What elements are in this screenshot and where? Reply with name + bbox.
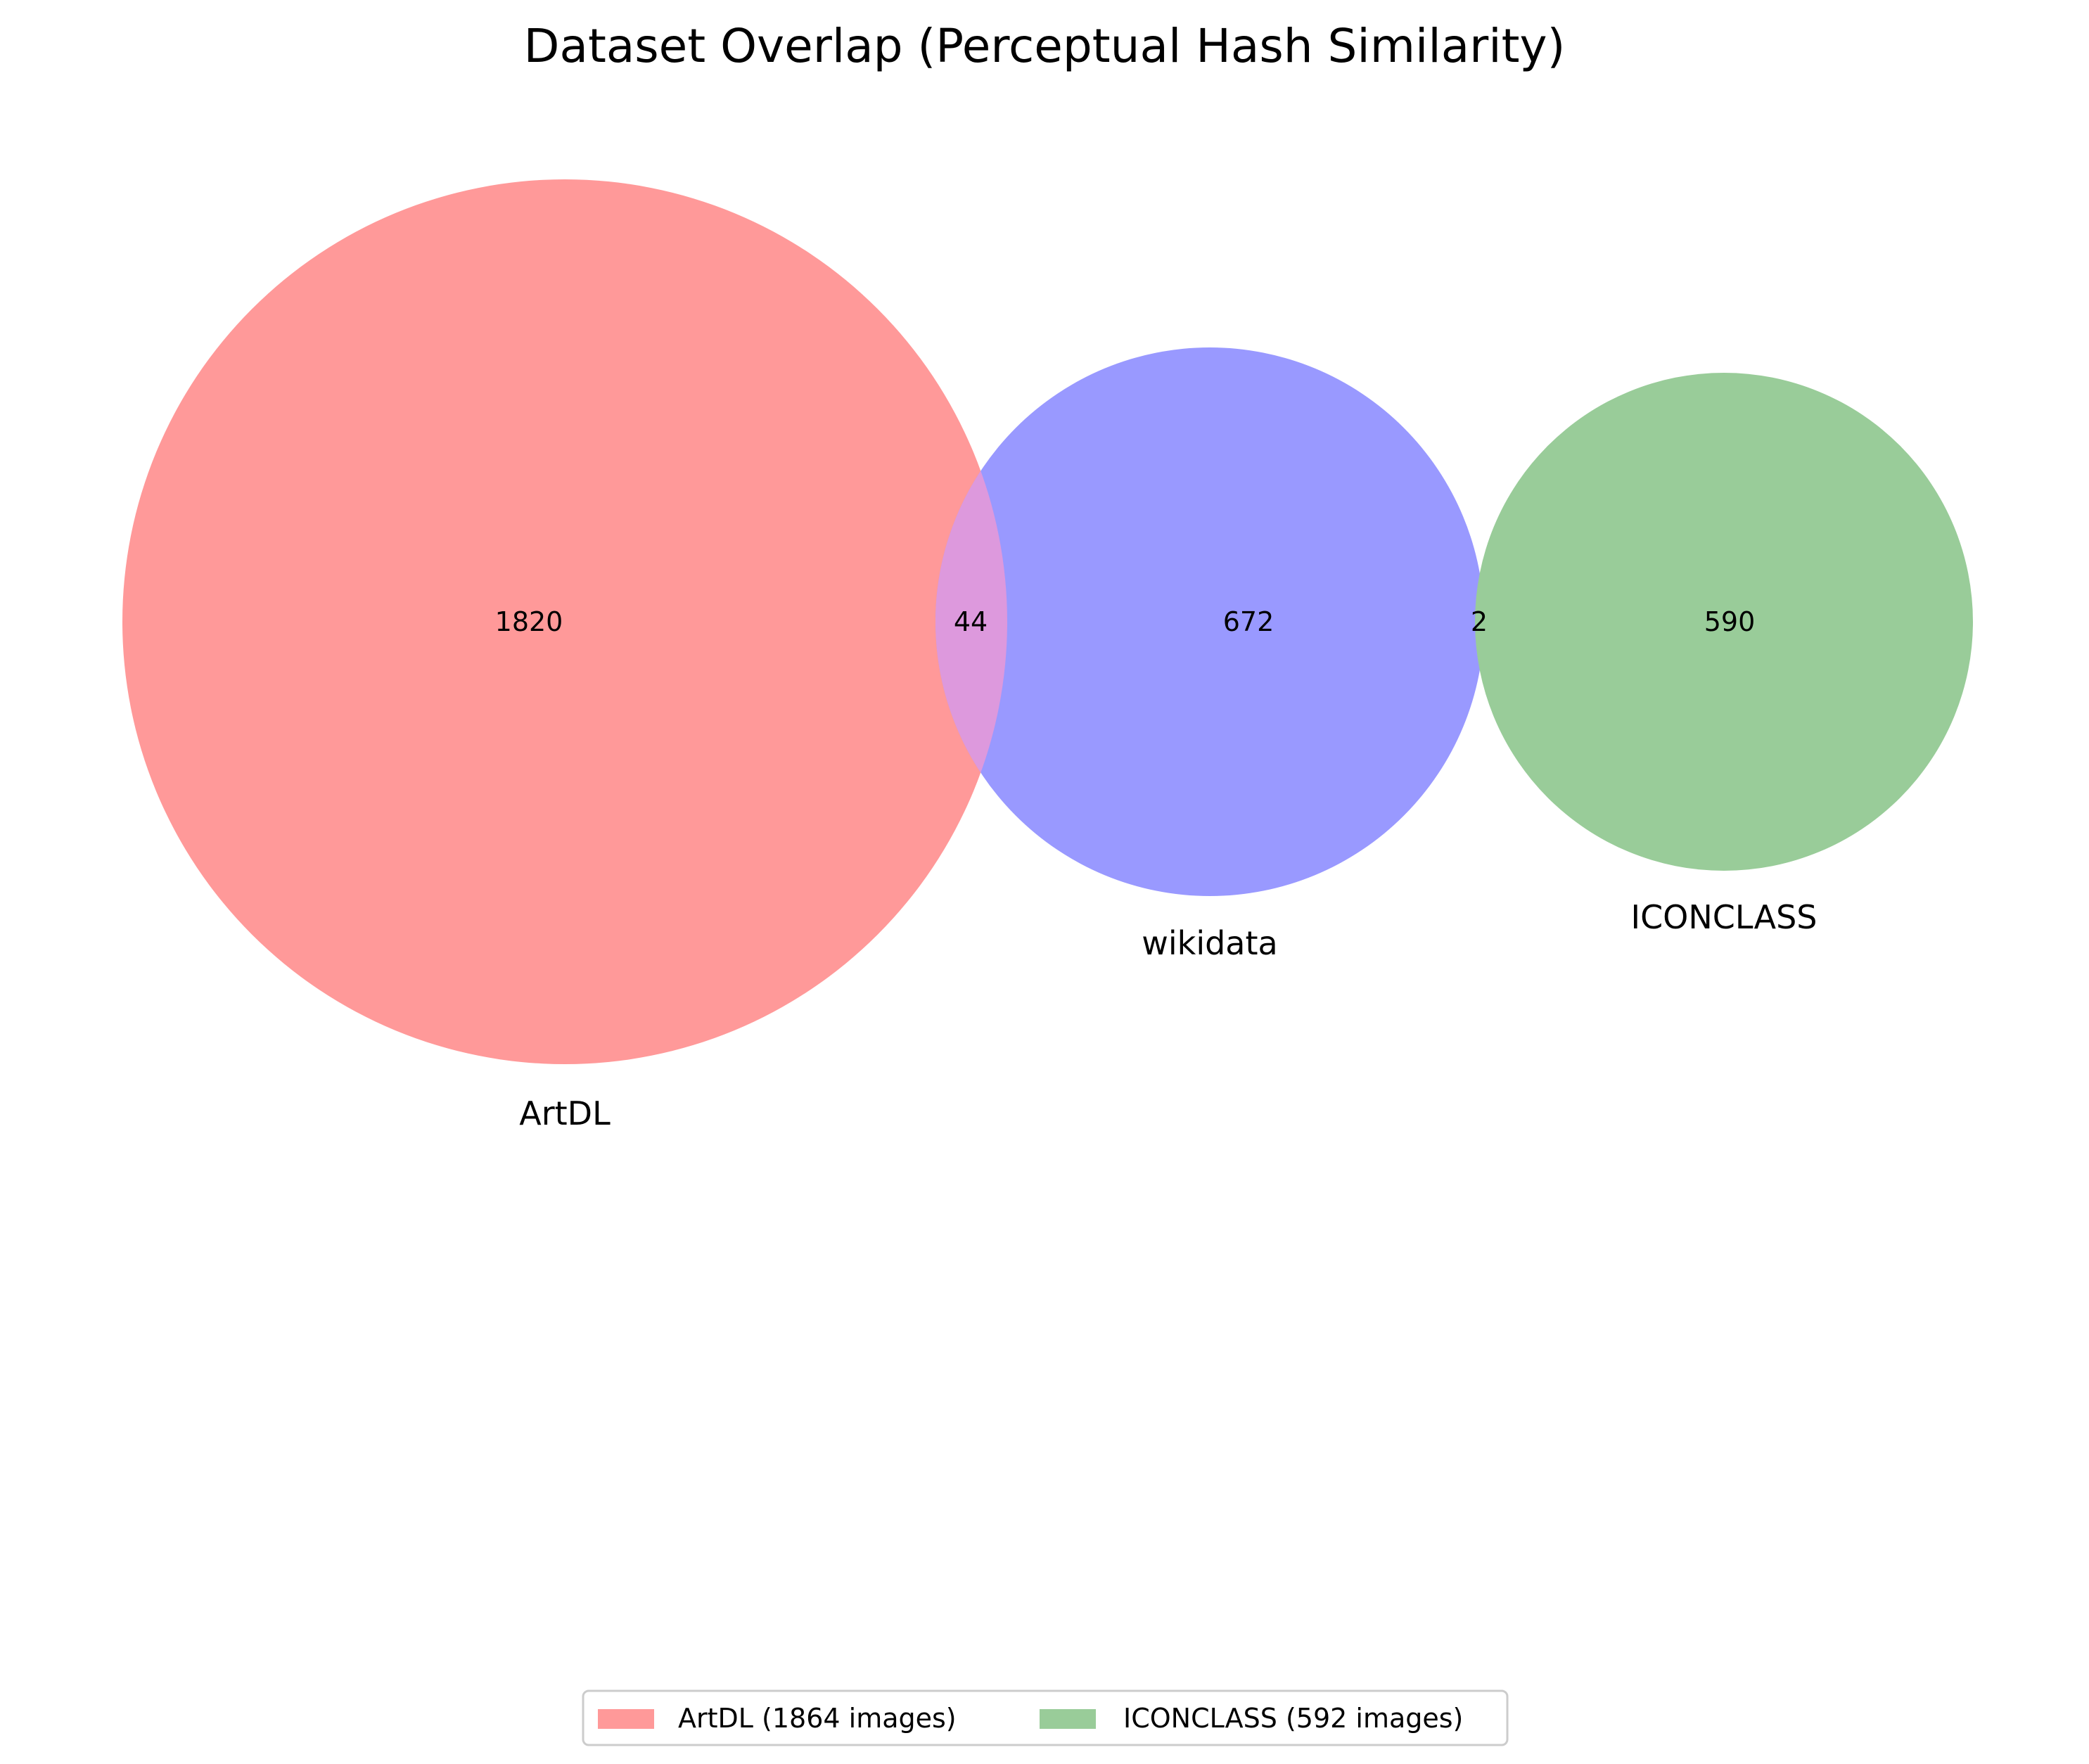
set-label-wikidata: wikidata: [1142, 924, 1277, 962]
legend: ArtDL (1864 images) ICONCLASS (592 image…: [582, 1689, 1509, 1746]
region-count-iconclass: 590: [1704, 606, 1756, 637]
legend-label-iconclass: ICONCLASS (592 images): [1123, 1703, 1463, 1734]
set-labels: ArtDL wikidata ICONCLASS: [519, 898, 1817, 1132]
region-count-wikidata-iconclass: 2: [1471, 606, 1488, 637]
set-label-artdl: ArtDL: [519, 1094, 611, 1132]
legend-swatch-artdl: [598, 1709, 654, 1729]
venn-circle-wikidata: [935, 347, 1484, 896]
venn-circles: [122, 179, 1973, 1064]
legend-label-artdl: ArtDL (1864 images): [678, 1703, 957, 1734]
venn-circle-iconclass: [1475, 373, 1973, 871]
legend-swatch-iconclass: [1040, 1709, 1096, 1729]
region-count-wikidata: 672: [1223, 606, 1275, 637]
chart-title: Dataset Overlap (Perceptual Hash Similar…: [524, 19, 1566, 73]
region-count-artdl: 1820: [495, 606, 563, 637]
set-label-iconclass: ICONCLASS: [1631, 898, 1818, 936]
venn-circle-artdl: [122, 179, 1007, 1064]
region-counts: 1820 44 672 2 590: [495, 606, 1756, 637]
region-count-artdl-wikidata: 44: [954, 606, 988, 637]
